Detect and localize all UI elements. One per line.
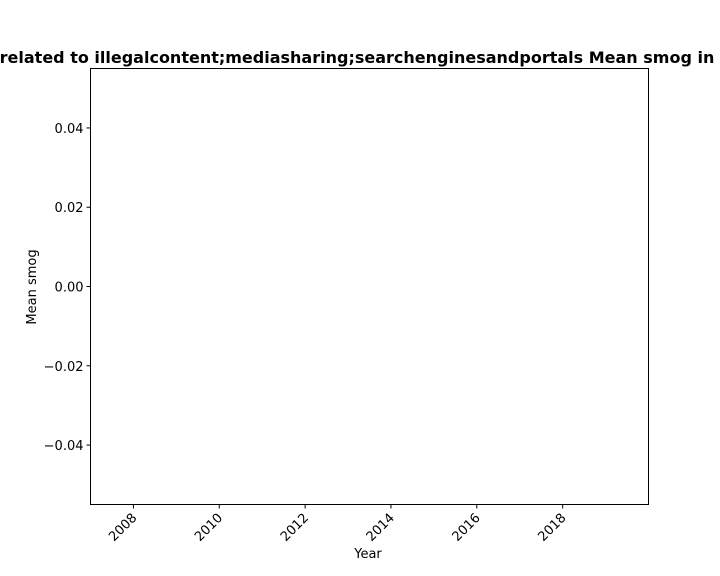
x-axis-label: Year: [353, 547, 382, 562]
chart-title: related to illegalcontent;mediasharing;s…: [0, 48, 714, 67]
x-tick-label: 2018: [535, 511, 569, 545]
y-axis-label: Mean smog: [25, 249, 40, 324]
x-tick-label: 2008: [106, 511, 140, 545]
y-tick-label: 0.00: [55, 281, 84, 296]
y-tick-label: 0.02: [55, 201, 84, 216]
y-axis-ticks: 0.04 0.02 0.00 −0.02 −0.04: [44, 122, 91, 454]
y-tick-label: −0.04: [44, 439, 84, 454]
x-tick-label: 2016: [450, 511, 484, 545]
x-tick-label: 2014: [364, 511, 398, 545]
y-tick-label: −0.02: [44, 360, 84, 375]
x-axis-ticks: 2008 2010 2012 2014 2016 2018: [106, 504, 569, 545]
x-tick-label: 2012: [278, 511, 312, 545]
plot-area: [90, 68, 649, 505]
y-tick-label: 0.04: [55, 122, 84, 137]
x-tick-label: 2010: [192, 511, 226, 545]
